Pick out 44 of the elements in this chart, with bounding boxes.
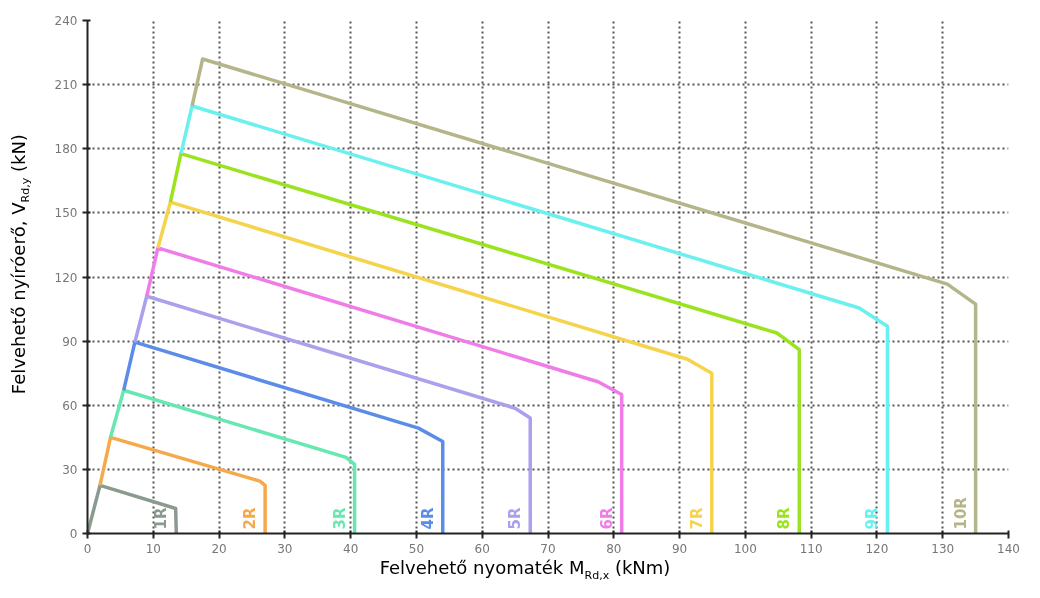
text: 8R — [775, 507, 794, 530]
y-tick-label: 180 — [54, 142, 78, 157]
x-tick-label: 120 — [865, 541, 889, 556]
y-tick-label: 30 — [62, 462, 78, 477]
y-tick-label: 0 — [69, 527, 78, 541]
line-series — [156, 200, 714, 534]
text: 1R — [152, 507, 171, 530]
x-tick-label: 140 — [997, 541, 1020, 556]
y-tick-label: 150 — [54, 206, 78, 221]
line-series — [133, 294, 532, 534]
x-tick-label: 20 — [211, 541, 227, 556]
x-tick-label: 60 — [474, 541, 490, 556]
y-tick-label: 60 — [62, 398, 78, 413]
text: 5R — [506, 507, 525, 530]
line-series — [144, 246, 624, 534]
x-tick-label: 50 — [408, 541, 425, 556]
y-tick-label: 120 — [54, 270, 78, 285]
y-tick-label: 90 — [62, 334, 78, 349]
x-tick-label: 80 — [606, 541, 622, 556]
text: 4R — [418, 507, 437, 530]
x-tick-label: 10 — [145, 541, 161, 556]
line-series — [98, 435, 267, 534]
text: 3R — [330, 507, 349, 530]
text: 2R — [241, 507, 260, 530]
x-tick-label: 100 — [733, 541, 757, 556]
x-tick-label: 110 — [799, 541, 823, 556]
x-tick-label: 0 — [83, 541, 92, 556]
line-series — [190, 57, 978, 534]
x-axis-title: Felvehető nyomaték M$_{Rd,x}$ (kNm) — [378, 556, 672, 584]
x-tick-label: 130 — [931, 541, 955, 556]
line-series — [179, 104, 890, 534]
line-series — [168, 151, 802, 534]
text: 9R — [863, 507, 882, 530]
text: 10R — [951, 496, 970, 530]
y-tick-label: 210 — [54, 78, 78, 93]
x-tick-label: 40 — [343, 541, 359, 556]
x-tick-label: 90 — [671, 541, 688, 556]
line-series — [121, 340, 445, 534]
x-tick-label: 70 — [540, 541, 556, 556]
x-tick-label: 30 — [277, 541, 293, 556]
text: 7R — [687, 507, 706, 530]
text: 6R — [597, 507, 616, 530]
line-series — [108, 388, 357, 534]
y-tick-label: 240 — [54, 14, 78, 28]
